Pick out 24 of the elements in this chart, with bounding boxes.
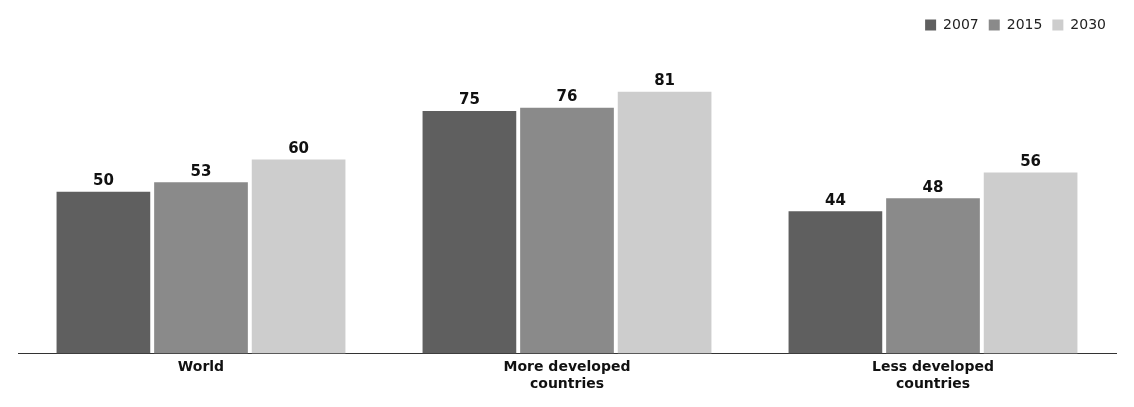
x-tick-label: More developed countries — [503, 358, 631, 392]
bar — [154, 182, 248, 354]
data-label: 75 — [458, 90, 480, 109]
bar — [520, 107, 614, 354]
bar — [422, 111, 517, 354]
x-tick-label: Less developed countries — [871, 358, 995, 392]
data-label: 56 — [1020, 151, 1042, 170]
data-label: 53 — [190, 161, 212, 180]
bar — [983, 172, 1078, 354]
data-label: 60 — [288, 138, 310, 157]
data-label: 44 — [824, 190, 846, 209]
data-label: 76 — [556, 87, 578, 106]
bar — [251, 159, 346, 354]
x-tick-label: World — [177, 358, 225, 375]
data-label: 50 — [92, 171, 114, 190]
data-label: 81 — [654, 71, 676, 90]
bar — [788, 211, 883, 354]
bar — [56, 191, 151, 354]
legend-label: 2007 — [943, 15, 979, 32]
legend-label: 2015 — [1006, 15, 1043, 32]
bar — [886, 198, 980, 354]
bar — [617, 91, 712, 354]
legend-label: 2030 — [1070, 15, 1107, 32]
data-label: 48 — [922, 177, 944, 196]
